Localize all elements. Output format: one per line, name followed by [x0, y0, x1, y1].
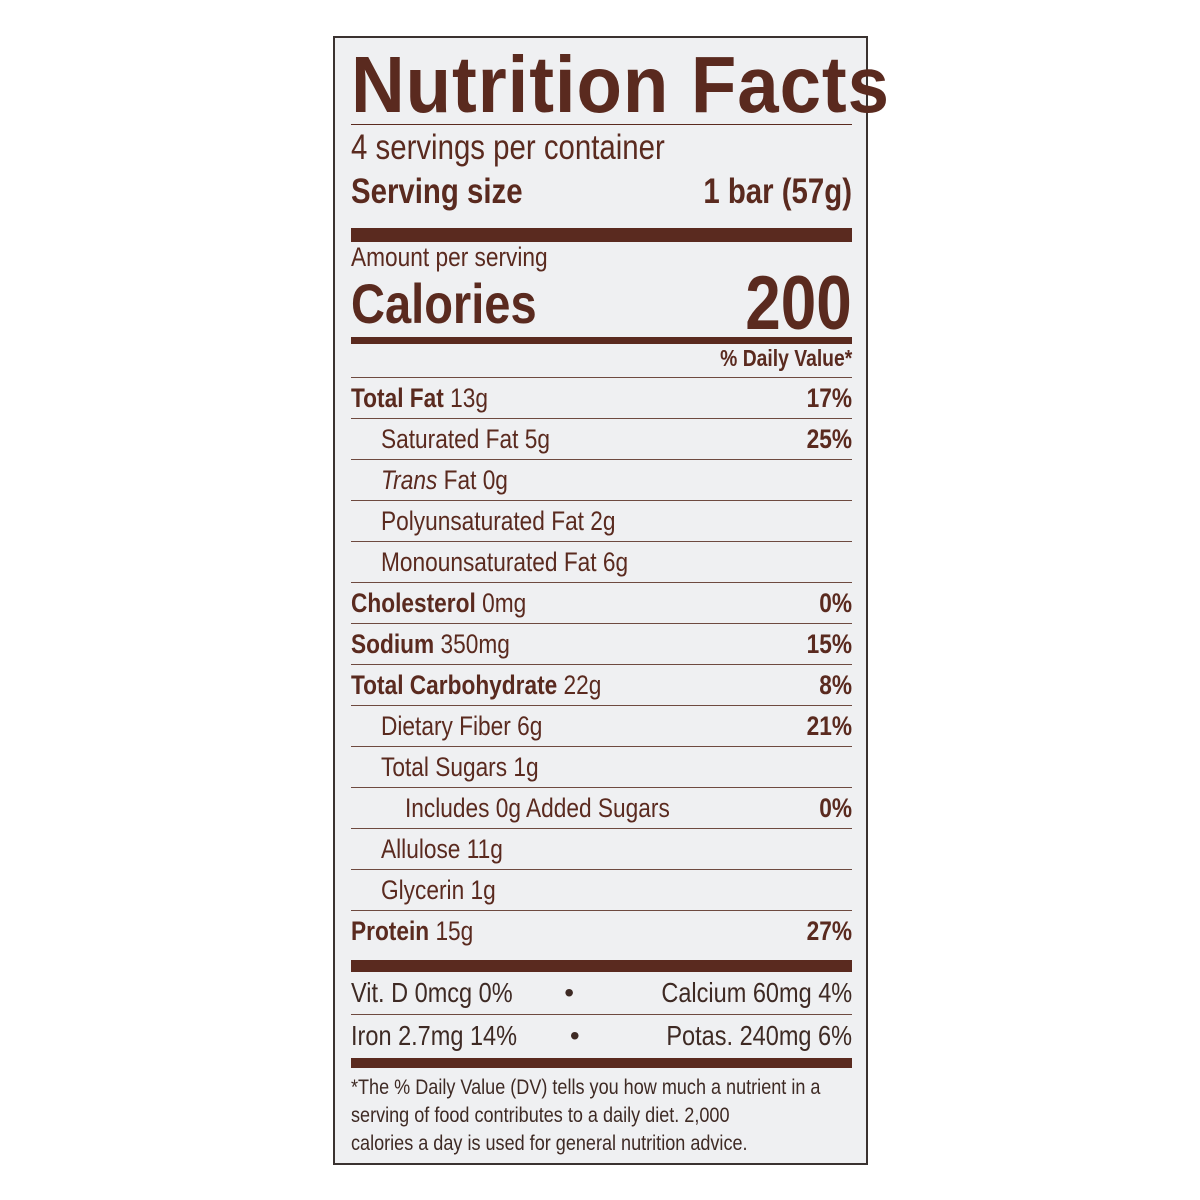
- thick-divider: [351, 960, 852, 972]
- nutrition-facts-label: Nutrition Facts 4 servings per container…: [333, 36, 890, 1165]
- nutrient-row: Allulose 11g: [351, 828, 852, 869]
- nutrient-row: Cholesterol 0mg 0%: [351, 582, 852, 623]
- nutrient-amount: 22g: [563, 670, 602, 700]
- calories-label: Calories: [351, 272, 537, 335]
- nutrient-row: Sodium 350mg 15%: [351, 623, 852, 664]
- servings-per-container: 4 servings per container: [351, 128, 665, 167]
- nutrient-daily-value: 21%: [806, 711, 852, 741]
- thick-divider: [351, 1058, 852, 1068]
- serving-size-row: Serving size 1 bar (57g): [351, 172, 852, 212]
- nutrient-name: Dietary Fiber: [381, 711, 511, 741]
- nutrient-row: Saturated Fat 5g 25%: [351, 418, 852, 459]
- nutrient-row: Dietary Fiber 6g 21%: [351, 705, 852, 746]
- nutrient-daily-value: 15%: [806, 629, 852, 659]
- nutrient-daily-value: 0%: [819, 793, 852, 823]
- nutrient-name: Total Carbohydrate: [351, 670, 558, 700]
- nutrient-daily-value: 17%: [806, 383, 852, 413]
- nutrient-amount: 1g: [513, 752, 539, 782]
- nutrient-row: Total Carbohydrate 22g 8%: [351, 664, 852, 705]
- serving-size-label: Serving size: [351, 172, 523, 211]
- nutrient-row: Total Sugars 1g: [351, 746, 852, 787]
- nutrient-amount: 13g: [450, 383, 488, 413]
- nutrient-row: Glycerin 1g: [351, 869, 852, 910]
- nutrient-amount: 1g: [470, 875, 496, 905]
- nutrient-name: Total Sugars: [381, 752, 508, 782]
- nutrient-name: Fat: [443, 465, 477, 495]
- divider: [351, 124, 852, 125]
- nutrient-daily-value: 27%: [806, 916, 852, 946]
- nutrient-name: Polyunsaturated Fat: [381, 506, 584, 536]
- nutrient-row: Total Fat 13g 17%: [351, 377, 852, 418]
- nutrient-amount: 15g: [435, 916, 474, 946]
- nutrient-name: Sodium: [351, 629, 435, 659]
- nutrient-name: Allulose: [381, 834, 461, 864]
- nutrient-name: Includes 0g Added Sugars: [405, 793, 670, 823]
- nutrient-name: Glycerin: [381, 875, 465, 905]
- nutrient-daily-value: 8%: [819, 670, 852, 700]
- thick-divider: [351, 228, 852, 242]
- nutrient-name: Saturated Fat: [381, 424, 519, 454]
- nutrient-row: Monounsaturated Fat 6g: [351, 541, 852, 582]
- vitamin-list: Vit. D 0mcg 0% • Calcium 60mg 4% Iron 2.…: [351, 972, 852, 1057]
- vitamin-row: Vit. D 0mcg 0% • Calcium 60mg 4%: [351, 972, 852, 1015]
- nutrient-name: Protein: [351, 916, 430, 946]
- nutrient-amount: 6g: [517, 711, 543, 741]
- nutrient-row: Trans Fat 0g: [351, 459, 852, 500]
- nutrient-daily-value: 25%: [806, 424, 852, 454]
- vitamin-row: Iron 2.7mg 14% • Potas. 240mg 6%: [351, 1015, 852, 1057]
- serving-size-value: 1 bar (57g): [703, 172, 852, 211]
- nutrient-amount: 350mg: [440, 629, 510, 659]
- daily-value-header: % Daily Value*: [719, 345, 852, 371]
- bullet-icon: •: [564, 977, 575, 1008]
- label-title: Nutrition Facts: [351, 40, 890, 129]
- nutrient-row: Protein 15g 27%: [351, 910, 852, 951]
- calories-row: Calories 200: [351, 261, 852, 346]
- footnote: *The % Daily Value (DV) tells you how mu…: [351, 1076, 821, 1155]
- nutrient-daily-value: 0%: [819, 588, 852, 618]
- nutrient-list: Total Fat 13g 17% Saturated Fat 5g 25% Trans…: [351, 377, 852, 951]
- nutrient-amount: 5g: [524, 424, 550, 454]
- nutrient-name: Cholesterol: [351, 588, 476, 618]
- nutrient-amount: 11g: [466, 834, 503, 864]
- bullet-icon: •: [569, 1020, 580, 1051]
- amount-per-serving: Amount per serving: [351, 242, 548, 272]
- nutrient-name: Total Fat: [351, 383, 444, 413]
- nutrient-amount: 2g: [590, 506, 616, 536]
- calories-value: 200: [745, 261, 852, 346]
- nutrient-amount: 0mg: [482, 588, 527, 618]
- nutrient-name: Monounsaturated Fat: [381, 547, 597, 577]
- medium-divider: [351, 337, 852, 344]
- nutrient-row: Polyunsaturated Fat 2g: [351, 500, 852, 541]
- nutrient-row: Includes 0g Added Sugars 0%: [351, 787, 852, 828]
- nutrient-amount: 0g: [482, 465, 508, 495]
- nutrient-amount: 6g: [602, 547, 629, 577]
